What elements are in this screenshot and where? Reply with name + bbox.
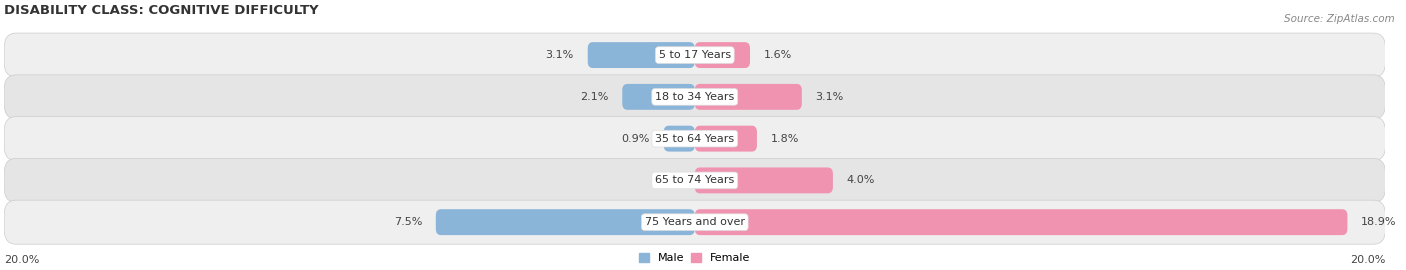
Text: 7.5%: 7.5% [394,217,422,227]
Text: 3.1%: 3.1% [815,92,844,102]
Text: 20.0%: 20.0% [1350,255,1385,265]
Text: 1.6%: 1.6% [763,50,792,60]
Text: DISABILITY CLASS: COGNITIVE DIFFICULTY: DISABILITY CLASS: COGNITIVE DIFFICULTY [4,4,319,17]
Text: 3.1%: 3.1% [546,50,574,60]
Text: 0.0%: 0.0% [652,176,681,185]
FancyBboxPatch shape [4,33,1385,77]
FancyBboxPatch shape [623,84,695,110]
Text: Source: ZipAtlas.com: Source: ZipAtlas.com [1284,14,1395,23]
Text: 75 Years and over: 75 Years and over [645,217,745,227]
FancyBboxPatch shape [4,158,1385,202]
FancyBboxPatch shape [695,126,756,151]
Text: 4.0%: 4.0% [846,176,875,185]
Text: 0.9%: 0.9% [621,134,650,144]
FancyBboxPatch shape [664,126,695,151]
FancyBboxPatch shape [4,117,1385,161]
Text: 5 to 17 Years: 5 to 17 Years [659,50,731,60]
Text: 1.8%: 1.8% [770,134,799,144]
Text: 2.1%: 2.1% [581,92,609,102]
FancyBboxPatch shape [4,75,1385,119]
FancyBboxPatch shape [695,209,1347,235]
FancyBboxPatch shape [695,167,832,193]
Text: 65 to 74 Years: 65 to 74 Years [655,176,734,185]
Text: 18.9%: 18.9% [1361,217,1396,227]
FancyBboxPatch shape [4,200,1385,244]
FancyBboxPatch shape [695,42,749,68]
Text: 18 to 34 Years: 18 to 34 Years [655,92,734,102]
Text: 20.0%: 20.0% [4,255,39,265]
Legend: Male, Female: Male, Female [634,248,755,268]
FancyBboxPatch shape [588,42,695,68]
FancyBboxPatch shape [436,209,695,235]
FancyBboxPatch shape [695,84,801,110]
Text: 35 to 64 Years: 35 to 64 Years [655,134,734,144]
